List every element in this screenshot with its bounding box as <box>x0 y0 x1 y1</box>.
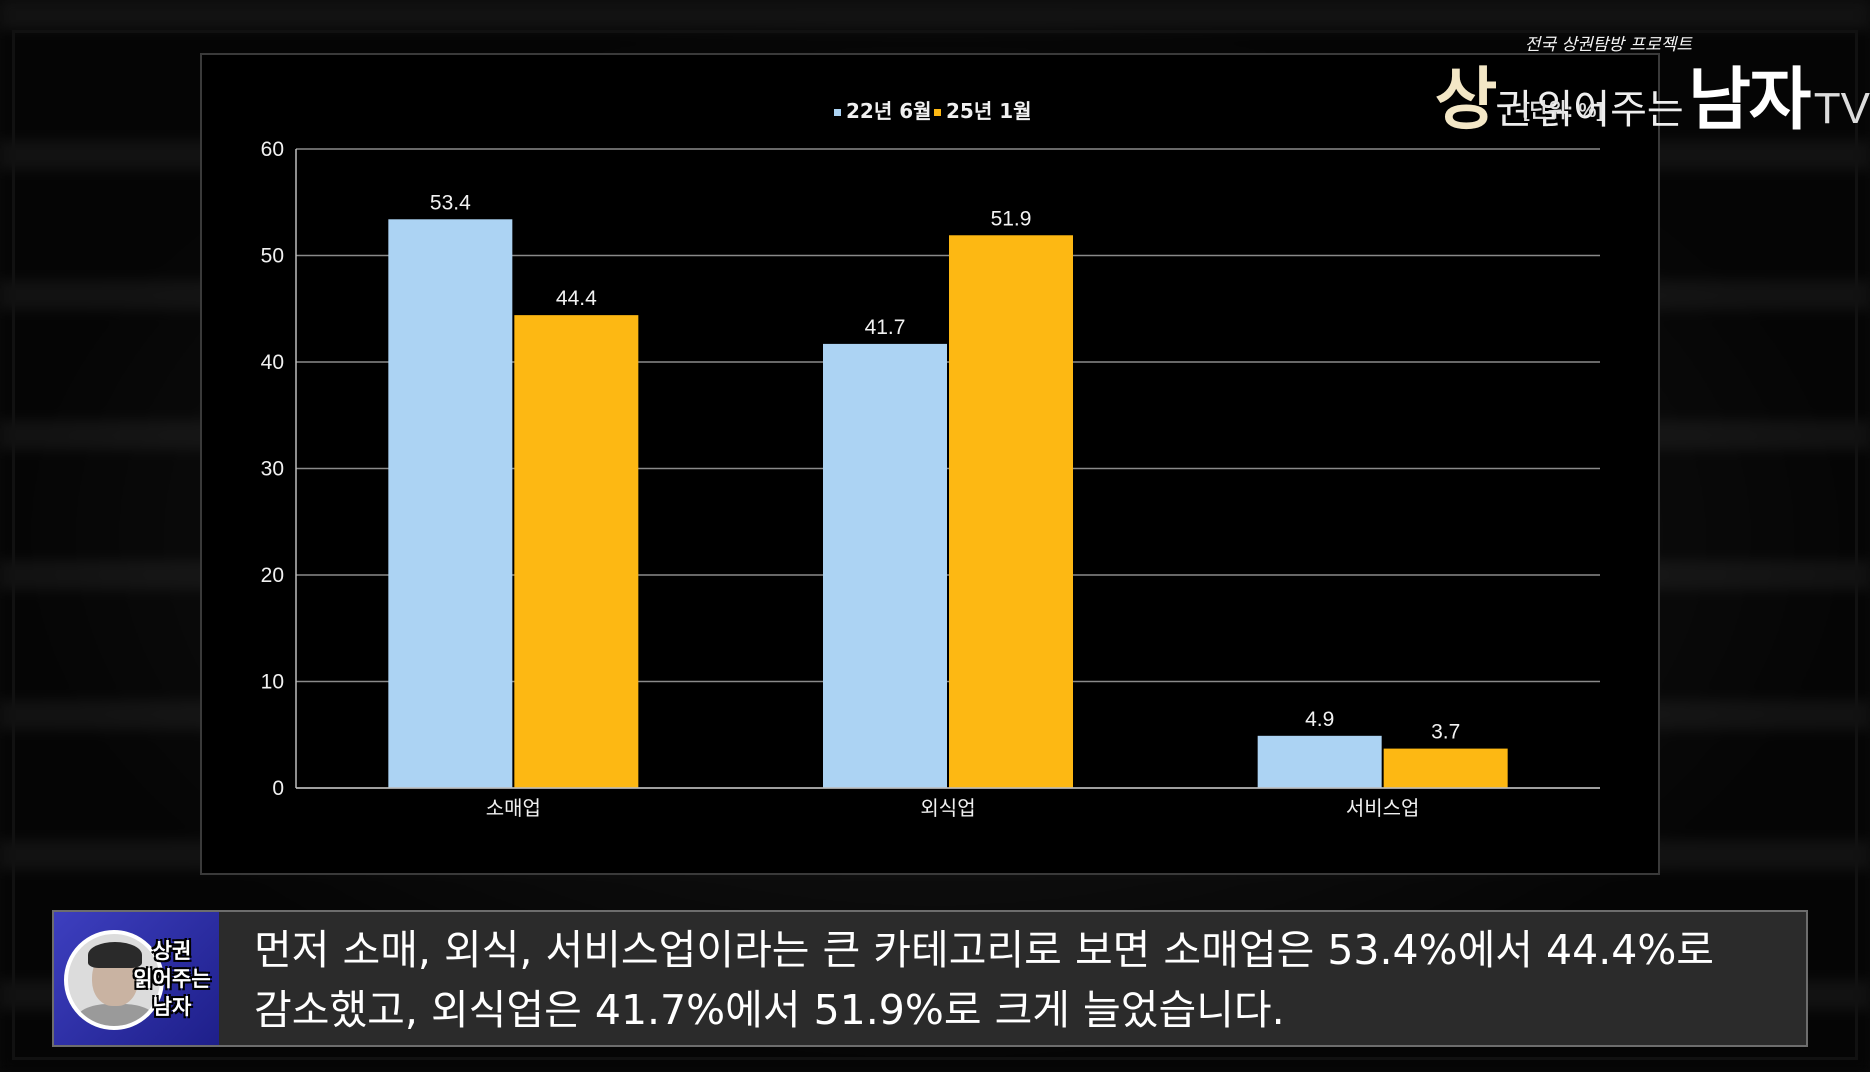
y-tick-label-60: 60 <box>261 138 284 161</box>
channel-brand: 전국 상권탐방 프로젝트 상권 읽어주는 남자 TV <box>1430 28 1870 138</box>
data-label-서비스업-22년 6월: 4.9 <box>1305 708 1334 731</box>
data-label-외식업-25년 1월: 51.9 <box>991 207 1032 230</box>
x-tick-label-서비스업: 서비스업 <box>1346 796 1420 820</box>
y-tick-label-20: 20 <box>261 564 284 587</box>
chart-panel: 0 10 20 30 40 50 60 53.4 44.4 소매업 41.7 51.9 외식업 4.9 3.… <box>200 53 1660 875</box>
avatar-hair <box>88 942 142 968</box>
subtitle-line-2: 감소했고, 외식업은 41.7%에서 51.9%로 크게 늘었습니다. <box>254 986 1285 1034</box>
data-label-외식업-22년 6월: 41.7 <box>865 316 906 339</box>
avatar-logo-text: 상권 읽어주는 남자 <box>126 938 218 1022</box>
y-tick-label-50: 50 <box>261 245 284 268</box>
avatar-photo <box>64 930 164 1030</box>
subtitle-text: 먼저 소매, 외식, 서비스업이라는 큰 카테고리로 보면 소매업은 53.4%… <box>254 920 1776 1040</box>
brand-word-1-small: 권 <box>1495 88 1533 132</box>
subtitle-line-1: 먼저 소매, 외식, 서비스업이라는 큰 카테고리로 보면 소매업은 53.4%… <box>254 926 1715 974</box>
bar-소매업-22년 6월 <box>388 219 513 789</box>
x-tick-label-소매업: 소매업 <box>486 796 541 820</box>
bar-서비스업-22년 6월 <box>1257 735 1382 788</box>
brand-word-3: 남자 <box>1688 62 1811 138</box>
brand-suffix: TV <box>1813 84 1870 133</box>
bar-외식업-22년 6월 <box>823 343 947 788</box>
avatar-logo-line-2: 읽어주는 <box>133 968 211 991</box>
legend-swatch-22년 6월 <box>834 109 841 116</box>
legend-label-22년 6월: 22년 6월 <box>846 99 932 123</box>
bar-서비스업-25년 1월 <box>1383 748 1508 788</box>
subtitle-bar: 상권 읽어주는 남자 먼저 소매, 외식, 서비스업이라는 큰 카테고리로 보면… <box>52 910 1808 1047</box>
brand-word-2: 읽어주는 <box>1536 88 1684 132</box>
y-tick-label-10: 10 <box>261 671 284 694</box>
legend-label-25년 1월: 25년 1월 <box>946 99 1032 123</box>
bar-소매업-25년 1월 <box>514 315 639 788</box>
avatar-logo-line-1: 상권 <box>152 940 192 963</box>
brand-tagline: 전국 상권탐방 프로젝트 <box>1524 35 1692 55</box>
avatar-logo-line-3: 남자 <box>152 996 192 1019</box>
data-label-서비스업-25년 1월: 3.7 <box>1431 721 1460 744</box>
channel-avatar: 상권 읽어주는 남자 <box>54 912 219 1045</box>
y-tick-label-30: 30 <box>261 458 284 481</box>
legend-swatch-25년 1월 <box>934 109 941 116</box>
avatar-body <box>76 1004 156 1026</box>
bar-chart: 0 10 20 30 40 50 60 53.4 44.4 소매업 41.7 51.9 외식업 4.9 3.… <box>261 99 1600 820</box>
unit-label: [단위: %] <box>1523 100 1604 122</box>
brand-word-1-big: 상 <box>1434 62 1498 138</box>
y-tick-label-40: 40 <box>261 351 284 374</box>
bar-외식업-25년 1월 <box>949 235 1073 788</box>
data-label-소매업-25년 1월: 44.4 <box>556 287 597 310</box>
brand-logo-text: 상권 읽어주는 남자 TV <box>1435 44 1870 143</box>
y-tick-label-0: 0 <box>272 777 284 800</box>
data-label-소매업-22년 6월: 53.4 <box>430 191 471 214</box>
x-tick-label-외식업: 외식업 <box>920 796 975 820</box>
video-frame <box>12 30 1858 1060</box>
